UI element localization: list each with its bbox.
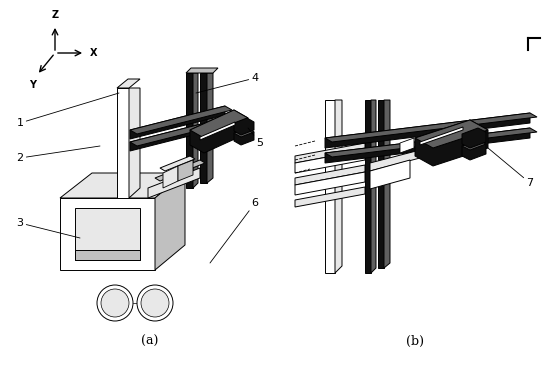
Polygon shape xyxy=(155,160,205,181)
Polygon shape xyxy=(178,160,193,181)
Polygon shape xyxy=(60,198,155,270)
Text: 1: 1 xyxy=(17,93,119,128)
Text: (a): (a) xyxy=(141,335,159,348)
Polygon shape xyxy=(186,73,193,188)
Text: 2: 2 xyxy=(16,146,100,163)
Polygon shape xyxy=(295,165,365,185)
Polygon shape xyxy=(190,110,248,153)
Circle shape xyxy=(97,285,133,321)
Polygon shape xyxy=(193,73,198,188)
Circle shape xyxy=(137,285,173,321)
Polygon shape xyxy=(415,120,488,166)
Polygon shape xyxy=(295,172,365,195)
Polygon shape xyxy=(370,150,420,171)
Polygon shape xyxy=(200,73,207,183)
Text: 6: 6 xyxy=(210,198,258,263)
Polygon shape xyxy=(234,128,254,137)
Polygon shape xyxy=(462,140,486,160)
Polygon shape xyxy=(60,173,185,198)
Polygon shape xyxy=(325,128,537,157)
Polygon shape xyxy=(325,128,530,163)
Text: 5: 5 xyxy=(248,128,263,148)
Text: 4: 4 xyxy=(196,73,259,93)
Polygon shape xyxy=(186,68,218,73)
Polygon shape xyxy=(234,118,254,135)
Polygon shape xyxy=(130,118,225,151)
Polygon shape xyxy=(462,128,486,148)
Polygon shape xyxy=(148,168,200,198)
Polygon shape xyxy=(207,73,213,183)
Polygon shape xyxy=(117,88,129,198)
Polygon shape xyxy=(295,143,365,163)
Text: 3: 3 xyxy=(17,218,80,238)
Polygon shape xyxy=(160,156,195,171)
Polygon shape xyxy=(370,160,410,189)
Polygon shape xyxy=(371,100,376,273)
Circle shape xyxy=(141,289,169,317)
Text: Y: Y xyxy=(30,80,36,90)
Polygon shape xyxy=(420,127,463,145)
Polygon shape xyxy=(400,138,414,153)
Polygon shape xyxy=(117,79,140,88)
Polygon shape xyxy=(129,88,140,198)
Polygon shape xyxy=(325,113,530,148)
Polygon shape xyxy=(325,113,537,142)
Polygon shape xyxy=(295,150,365,173)
Polygon shape xyxy=(384,100,390,268)
Polygon shape xyxy=(335,100,342,273)
Text: Z: Z xyxy=(51,10,59,20)
Polygon shape xyxy=(462,140,486,150)
Text: 7: 7 xyxy=(488,148,533,188)
Polygon shape xyxy=(75,250,140,260)
Polygon shape xyxy=(163,166,178,188)
Polygon shape xyxy=(130,106,232,134)
Circle shape xyxy=(101,289,129,317)
Polygon shape xyxy=(130,118,232,146)
Polygon shape xyxy=(75,208,140,260)
Polygon shape xyxy=(200,122,235,140)
Polygon shape xyxy=(234,128,254,145)
Polygon shape xyxy=(155,173,185,270)
Polygon shape xyxy=(295,187,365,207)
Polygon shape xyxy=(325,100,335,273)
Polygon shape xyxy=(190,110,248,138)
Text: X: X xyxy=(90,48,97,58)
Polygon shape xyxy=(365,100,371,273)
Polygon shape xyxy=(130,106,225,139)
Polygon shape xyxy=(415,120,488,148)
Polygon shape xyxy=(378,100,384,268)
Text: (b): (b) xyxy=(406,335,424,348)
